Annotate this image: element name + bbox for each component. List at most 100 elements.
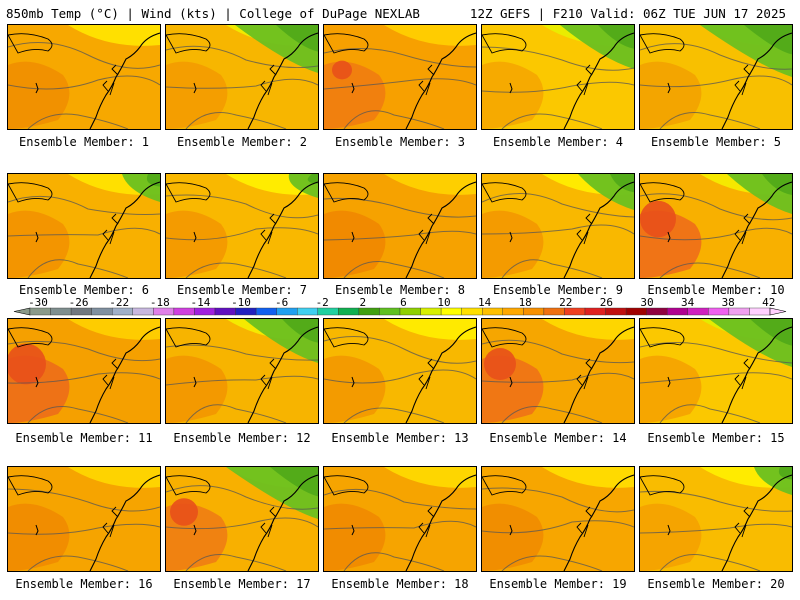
temperature-contour — [166, 194, 318, 219]
lake-outline — [482, 182, 527, 203]
ensemble-member-map — [639, 466, 793, 572]
colorbar-swatch — [482, 307, 503, 316]
lake-outline — [8, 33, 53, 54]
temperature-contour — [640, 227, 792, 241]
ensemble-member-label: Ensemble Member: 17 — [173, 577, 311, 591]
colorbar-swatch — [584, 307, 606, 316]
green-core-region — [307, 174, 318, 184]
temperature-contour — [659, 262, 761, 278]
cool-region — [68, 25, 160, 46]
temperature-contour — [324, 78, 476, 90]
ensemble-member-map — [7, 173, 161, 279]
warm-region — [166, 210, 228, 278]
ensemble-member-label: Ensemble Member: 6 — [18, 283, 150, 297]
temperature-contour — [8, 340, 160, 362]
cool-region — [68, 319, 160, 340]
temperature-contour — [501, 406, 603, 423]
colorbar-swatch — [358, 307, 380, 316]
temperature-contour — [324, 369, 476, 384]
colorbar-tick-label: -26 — [69, 296, 89, 309]
temperature-contour — [482, 339, 634, 364]
temperature-field — [482, 319, 634, 423]
temperature-contour — [166, 375, 318, 386]
temperature-field — [8, 319, 160, 423]
temperature-contour — [185, 262, 287, 278]
temperature-field — [166, 467, 318, 571]
lake-outline — [482, 327, 527, 348]
colorbar-tick-label: 42 — [762, 296, 775, 309]
ensemble-member-label: Ensemble Member: 15 — [647, 431, 785, 445]
coastline — [721, 32, 792, 129]
warm-region — [482, 61, 544, 129]
temperature-contour — [640, 43, 792, 70]
colorbar-swatch — [440, 307, 462, 316]
lake-outline — [166, 327, 211, 348]
ensemble-member-map — [639, 173, 793, 279]
temperature-contour — [659, 404, 761, 423]
temperature-field — [482, 174, 634, 278]
temperature-contour — [8, 75, 160, 90]
coastline — [89, 474, 160, 571]
map-title: 850mb Temp (°C) | Wind (kts) | College o… — [6, 6, 420, 21]
ensemble-member-map — [323, 318, 477, 424]
colorbar-swatch — [399, 307, 421, 316]
green-core-region — [744, 25, 792, 55]
temperature-contour — [501, 555, 603, 571]
colorbar-swatch — [708, 307, 730, 316]
coastline — [247, 474, 318, 571]
wind-barb — [509, 524, 513, 536]
colorbar-tick-label: 10 — [437, 296, 450, 309]
ensemble-member-label: Ensemble Member: 3 — [334, 135, 466, 149]
temperature-contour — [640, 342, 792, 364]
temperature-contour — [659, 554, 761, 571]
lake-outline — [324, 182, 369, 203]
temperature-field — [166, 174, 318, 278]
colorbar-swatch — [625, 307, 647, 316]
lake-outline — [324, 327, 369, 348]
colorbar-tick-label: -18 — [150, 296, 170, 309]
wind-barb — [351, 82, 355, 94]
wind-barb — [193, 376, 197, 388]
bay-outline — [418, 213, 435, 245]
warm-region — [482, 503, 544, 571]
ensemble-member-map — [481, 173, 635, 279]
ensemble-member-label: Ensemble Member: 20 — [647, 577, 785, 591]
ensemble-member-label: Ensemble Member: 9 — [492, 283, 624, 297]
bay-outline — [260, 358, 277, 390]
colorbar-tick-label: 34 — [681, 296, 695, 309]
bay-outline — [576, 506, 593, 538]
cool-region — [542, 319, 634, 340]
coastline — [405, 326, 476, 423]
temperature-contour — [640, 193, 792, 221]
colorbar-tick-label: -6 — [275, 296, 288, 309]
temperature-contour — [166, 344, 318, 361]
green-core-region — [750, 319, 792, 346]
ensemble-member-label: Ensemble Member: 2 — [176, 135, 308, 149]
coastline — [405, 32, 476, 129]
temperature-field — [482, 467, 634, 571]
temperature-field — [8, 467, 160, 571]
temperature-contour — [343, 407, 445, 423]
temperature-colorbar: -30 -26 -22 -18 -14 -10 -6 -2 2 6 10 14 18 22 26 30 34 38… — [13, 296, 787, 316]
ensemble-member-map — [165, 173, 319, 279]
warm-region — [324, 503, 386, 571]
warm-region — [8, 503, 70, 571]
warm-region — [640, 61, 702, 129]
temperature-contour — [640, 372, 792, 384]
warm-region — [8, 61, 70, 129]
lake-outline — [640, 327, 685, 348]
green-core-region — [610, 174, 634, 193]
lake-outline — [166, 182, 211, 203]
bay-outline — [260, 64, 277, 96]
colorbar-tick-label: 14 — [478, 296, 492, 309]
wind-barb — [667, 524, 671, 536]
colorbar-swatch — [214, 307, 236, 316]
warm-region — [324, 210, 386, 278]
temperature-contour — [166, 485, 318, 510]
colorbar-swatch — [70, 307, 92, 316]
coastline — [89, 32, 160, 129]
ensemble-member-map — [7, 466, 161, 572]
colorbar-swatch — [420, 307, 442, 316]
bay-outline — [418, 358, 435, 390]
colorbar-tick-label: 26 — [600, 296, 613, 309]
